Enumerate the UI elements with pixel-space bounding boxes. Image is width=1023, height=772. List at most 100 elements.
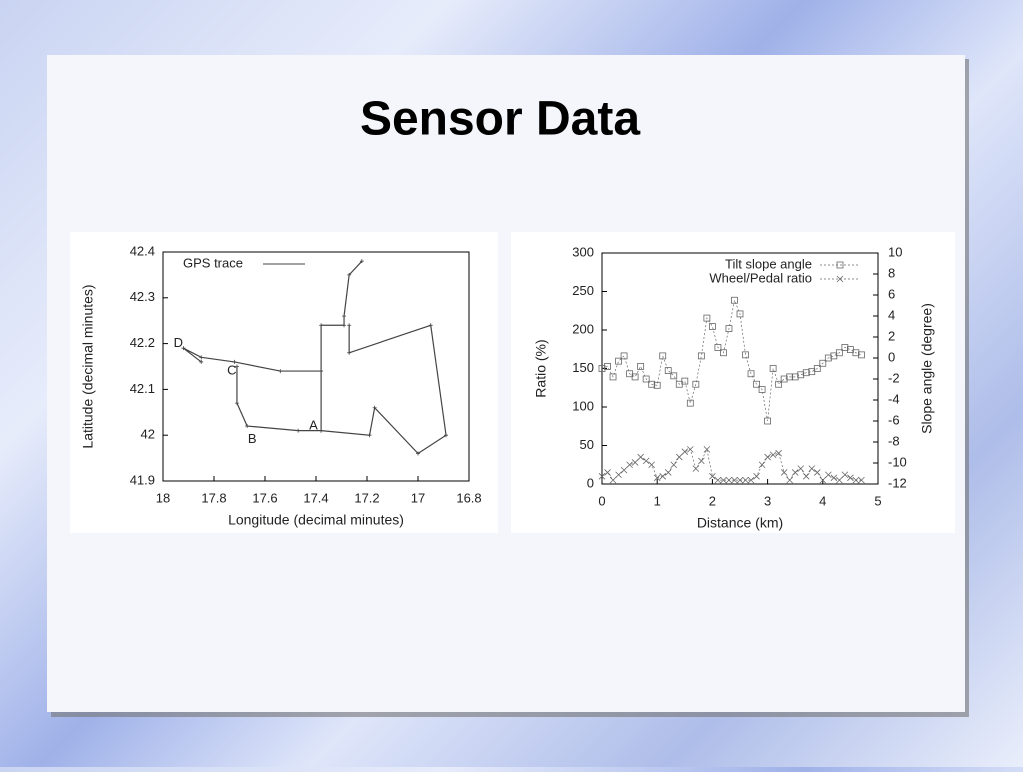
x-axis-label: Longitude (decimal minutes) — [228, 512, 404, 528]
marker — [791, 469, 799, 476]
y2-tick-label: 6 — [888, 286, 895, 301]
x-tick-label: 0 — [598, 493, 605, 508]
marker — [819, 476, 827, 484]
marker — [604, 469, 611, 476]
legend-label: Wheel/Pedal ratio — [709, 270, 812, 285]
marker — [181, 346, 186, 351]
marker — [858, 476, 865, 484]
marker — [819, 359, 827, 367]
y-axis-label: Ratio (%) — [533, 339, 549, 397]
marker — [836, 275, 844, 283]
marker — [681, 448, 689, 455]
marker — [234, 401, 239, 406]
marker — [319, 369, 324, 374]
marker — [769, 451, 777, 459]
marker — [786, 476, 793, 484]
legend-label: GPS trace — [183, 255, 243, 270]
x-tick-label: 17.6 — [252, 490, 277, 505]
marker — [714, 476, 722, 484]
marker — [319, 428, 324, 433]
marker — [428, 323, 433, 328]
marker — [367, 433, 372, 438]
marker — [347, 350, 352, 355]
marker — [359, 259, 364, 264]
y2-tick-label: -6 — [888, 412, 900, 427]
marker — [615, 357, 622, 365]
marker — [598, 473, 606, 480]
marker — [791, 373, 799, 381]
y-tick-label: 41.9 — [130, 472, 155, 487]
marker — [841, 344, 849, 351]
marker — [659, 352, 667, 360]
marker — [342, 314, 347, 319]
x-tick-label: 5 — [874, 493, 881, 508]
y2-axis-label: Slope angle (degree) — [919, 303, 935, 434]
marker — [609, 373, 617, 381]
marker — [692, 465, 700, 472]
y2-tick-label: -2 — [888, 370, 900, 385]
marker — [802, 473, 810, 480]
marker — [813, 365, 821, 372]
marker — [769, 365, 777, 372]
marker — [347, 323, 352, 328]
y-tick-label: 250 — [572, 283, 594, 298]
marker — [664, 367, 672, 375]
marker — [697, 352, 705, 360]
marker — [747, 370, 755, 378]
y2-tick-label: -12 — [888, 475, 907, 490]
y-tick-label: 150 — [572, 360, 594, 375]
marker — [797, 371, 805, 379]
x-tick-label: 1 — [654, 493, 661, 508]
x-tick-label: 18 — [156, 490, 170, 505]
x-tick-label: 2 — [709, 493, 716, 508]
marker — [836, 476, 843, 484]
marker — [642, 457, 650, 465]
marker — [681, 377, 689, 385]
marker — [725, 325, 733, 333]
x-tick-label: 3 — [764, 493, 771, 508]
marker — [319, 323, 324, 328]
marker — [775, 380, 783, 388]
legend-label: Tilt slope angle — [725, 256, 812, 271]
marker — [604, 362, 611, 370]
marker — [736, 476, 744, 484]
y2-tick-label: -10 — [888, 454, 907, 469]
marker — [753, 473, 760, 480]
marker — [698, 457, 705, 465]
marker — [813, 469, 821, 476]
y-tick-label: 42 — [141, 427, 155, 442]
marker — [686, 399, 694, 407]
marker — [808, 465, 816, 472]
marker — [598, 365, 606, 372]
marker — [780, 469, 788, 476]
marker — [653, 474, 661, 482]
y-tick-label: 42.1 — [130, 381, 155, 396]
marker — [648, 461, 655, 469]
y2-tick-label: 4 — [888, 307, 895, 322]
marker — [836, 261, 844, 269]
marker — [825, 471, 832, 479]
marker — [858, 351, 865, 359]
marker — [670, 461, 678, 469]
annotation: B — [248, 431, 257, 446]
marker — [278, 369, 283, 374]
marker — [675, 453, 683, 461]
marker — [642, 375, 650, 383]
marker — [720, 476, 727, 484]
marker — [692, 380, 700, 388]
y2-tick-label: 10 — [888, 244, 902, 259]
marker — [664, 469, 672, 476]
marker — [742, 351, 749, 359]
marker — [659, 473, 667, 480]
marker — [731, 296, 738, 304]
slide-title: Sensor Data — [360, 93, 640, 146]
marker — [620, 352, 628, 360]
y-tick-label: 100 — [572, 398, 594, 413]
marker — [780, 375, 788, 383]
annotation: D — [174, 335, 183, 350]
marker — [615, 471, 622, 479]
y-tick-label: 200 — [572, 321, 594, 336]
y-tick-label: 50 — [580, 437, 594, 452]
marker — [296, 428, 301, 433]
